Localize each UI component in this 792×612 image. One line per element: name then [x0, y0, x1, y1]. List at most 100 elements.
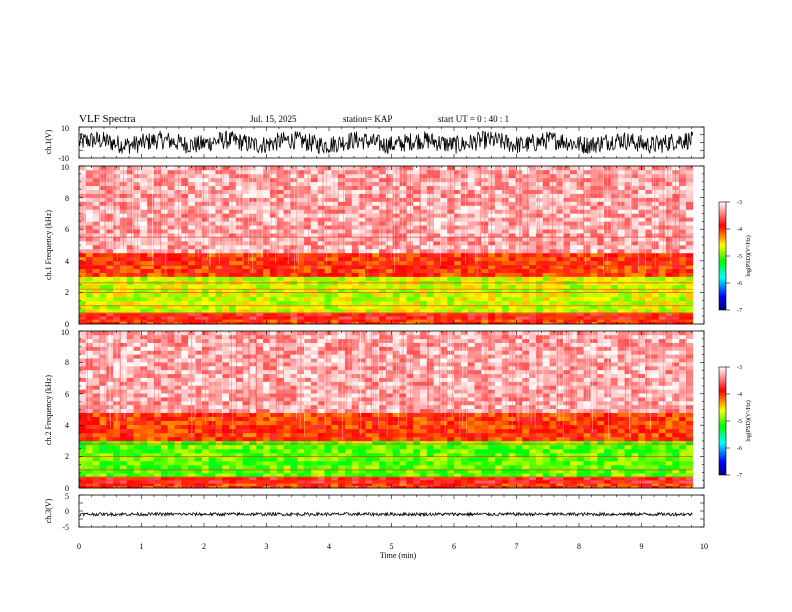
- spectrogram-cell: [310, 308, 319, 314]
- spectrogram-cell: [685, 312, 694, 317]
- spectrogram-cell: [385, 304, 394, 310]
- spectrogram-cell: [610, 483, 619, 486]
- spectrogram-cell: [658, 252, 666, 258]
- spectrogram-cell: [304, 316, 312, 320]
- spectrogram-cell: [276, 201, 284, 206]
- spectrogram-cell: [85, 166, 94, 171]
- spectrogram-cell: [167, 237, 175, 242]
- ch1-spec-ylabel: ch.1 Frequency (kHz): [44, 210, 53, 280]
- spectrogram-cell: [283, 197, 291, 202]
- spectrogram-cell: [576, 477, 585, 481]
- spectrogram-cell: [672, 321, 680, 325]
- spectrogram-cell: [651, 477, 660, 481]
- spectrogram-cell: [406, 460, 414, 466]
- spectrogram-cell: [222, 268, 230, 273]
- spectrogram-cell: [229, 284, 237, 290]
- spectrogram-cell: [406, 213, 414, 218]
- spectrogram-cell: [344, 284, 353, 290]
- spectrogram-cell: [385, 480, 394, 484]
- spectrogram-cell: [154, 173, 162, 179]
- spectrogram-cell: [549, 245, 557, 250]
- spectrogram-cell: [399, 213, 407, 218]
- spectrogram-cell: [658, 296, 666, 302]
- spectrogram-cell: [583, 221, 591, 226]
- spectrogram-cell: [590, 485, 598, 489]
- spectrogram-cell: [106, 173, 114, 179]
- spectrogram-cell: [269, 477, 278, 481]
- ch1-spectrogram-image: [79, 166, 694, 325]
- spectrogram-cell: [685, 288, 694, 294]
- spectrogram-cell: [256, 300, 264, 306]
- spectrogram-cell: [358, 229, 366, 234]
- spectrogram-cell: [290, 272, 298, 277]
- spectrogram-cell: [372, 201, 380, 206]
- spectrogram-cell: [297, 205, 305, 210]
- spectrogram-cell: [222, 312, 230, 317]
- spectrogram-cell: [399, 284, 407, 290]
- spectrogram-cell: [365, 237, 373, 242]
- spectrogram-cell: [351, 264, 359, 269]
- spectrogram-cell: [338, 241, 346, 246]
- spectrogram-cell: [583, 173, 591, 179]
- spectrogram-cell: [276, 268, 284, 273]
- spectrogram-cell: [147, 452, 155, 458]
- spectrogram-cell: [385, 485, 394, 489]
- spectrogram-cell: [515, 473, 523, 478]
- spectrogram-cell: [617, 272, 625, 277]
- spectrogram-cell: [249, 225, 257, 230]
- spectrogram-cell: [283, 193, 291, 198]
- spectrogram-cell: [194, 321, 203, 325]
- spectrogram-cell: [188, 319, 196, 322]
- spectrogram-cell: [413, 241, 421, 246]
- spectrogram-cell: [269, 260, 278, 266]
- spectrogram-cell: [617, 296, 625, 302]
- spectrogram-cell: [256, 321, 264, 325]
- spectrogram-cell: [556, 193, 564, 198]
- spectrogram-cell: [85, 173, 94, 179]
- spectrogram-cell: [188, 173, 196, 179]
- spectrogram-cell: [256, 473, 264, 478]
- spectrogram-cell: [201, 197, 209, 202]
- spectrogram-cell: [658, 260, 666, 266]
- spectrogram-cell: [269, 169, 278, 175]
- spectrogram-cell: [147, 264, 155, 269]
- spectrogram-cell: [201, 284, 209, 290]
- spectrogram-cell: [494, 221, 503, 226]
- spectrogram-cell: [167, 460, 175, 466]
- spectrogram-cell: [208, 276, 216, 281]
- spectrogram-cell: [597, 169, 605, 175]
- spectrogram-cell: [154, 233, 162, 238]
- spectrogram-cell: [576, 221, 585, 226]
- spectrogram-cell: [99, 304, 107, 310]
- spectrogram-cell: [324, 260, 332, 266]
- spectrogram-cell: [494, 483, 503, 486]
- spectrogram-cell: [385, 221, 394, 226]
- spectrogram-cell: [188, 480, 196, 484]
- spectrogram-cell: [181, 221, 189, 226]
- spectrogram-cell: [488, 245, 496, 250]
- spectrogram-cell: [310, 296, 319, 302]
- spectrogram-cell: [222, 201, 230, 206]
- spectrogram-cell: [181, 473, 189, 478]
- spectrogram-cell: [140, 169, 148, 175]
- spectrogram-cell: [638, 473, 646, 478]
- spectrogram-cell: [201, 483, 209, 486]
- spectrogram-cell: [194, 456, 203, 462]
- spectrogram-cell: [658, 248, 666, 254]
- spectrogram-cell: [474, 316, 482, 320]
- spectrogram-cell: [222, 213, 230, 218]
- ch1-cb-tick-m4: -4: [737, 227, 742, 233]
- spectrogram-cell: [167, 189, 175, 194]
- spectrogram-cell: [460, 268, 469, 273]
- spectrogram-cell: [174, 292, 182, 298]
- spectrogram-cell: [413, 233, 421, 238]
- spectrogram-cell: [460, 229, 469, 234]
- spectrogram-cell: [685, 181, 694, 187]
- spectrogram-cell: [685, 316, 694, 320]
- spectrogram-cell: [406, 229, 414, 234]
- spectrogram-cell: [304, 483, 312, 486]
- spectrogram-cell: [379, 264, 387, 269]
- spectrogram-cell: [304, 201, 312, 206]
- spectrogram-cell: [147, 473, 155, 478]
- spectrogram-cell: [501, 264, 510, 269]
